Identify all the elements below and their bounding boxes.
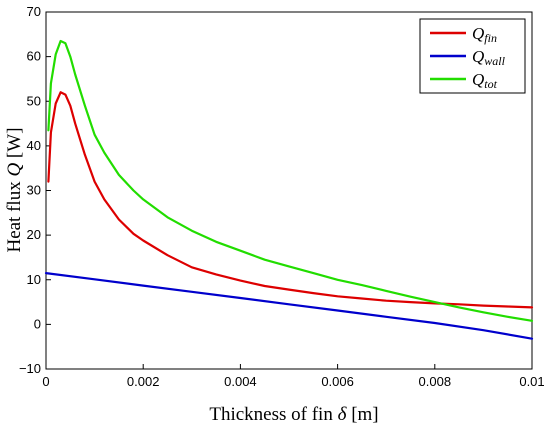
y-tick-label: 50 xyxy=(27,93,41,108)
series-line-fin xyxy=(47,91,534,309)
legend-label-wall: Qwall xyxy=(472,47,506,68)
y-tick-label: 40 xyxy=(27,138,41,153)
y-tick-label: 30 xyxy=(27,183,41,198)
x-tick-label: 0.01 xyxy=(519,374,544,389)
y-tick-label: 10 xyxy=(27,272,41,287)
x-tick-label: 0.008 xyxy=(419,374,452,389)
x-tick-label: 0.002 xyxy=(127,374,160,389)
x-tick-labels: 0 0.002 0.004 0.006 0.008 0.01 xyxy=(42,374,544,389)
series-line-tot xyxy=(47,39,534,322)
x-tick-label: 0.004 xyxy=(224,374,257,389)
y-tick-label: 70 xyxy=(27,4,41,19)
x-axis-title: Thickness of fin δ [m] xyxy=(209,404,378,425)
legend-label-fin: Qfin xyxy=(472,24,497,45)
y-tick-label: 0 xyxy=(34,316,41,331)
legend-label-tot: Qtot xyxy=(472,70,498,91)
x-tick-label: 0 xyxy=(42,374,49,389)
y-tick-label: 60 xyxy=(27,49,41,64)
legend: Qfin Qwall Qtot xyxy=(419,18,526,94)
y-tick-label: 20 xyxy=(27,227,41,242)
series-lines xyxy=(44,39,534,340)
y-axis-title: Heat flux Q [W] xyxy=(4,127,25,252)
y-tick-labels: −10 0 10 20 30 40 50 60 70 xyxy=(19,4,41,376)
x-tick-label: 0.006 xyxy=(321,374,354,389)
y-tick-label: −10 xyxy=(19,361,41,376)
tick-marks xyxy=(45,11,533,370)
series-line-wall xyxy=(44,272,534,340)
